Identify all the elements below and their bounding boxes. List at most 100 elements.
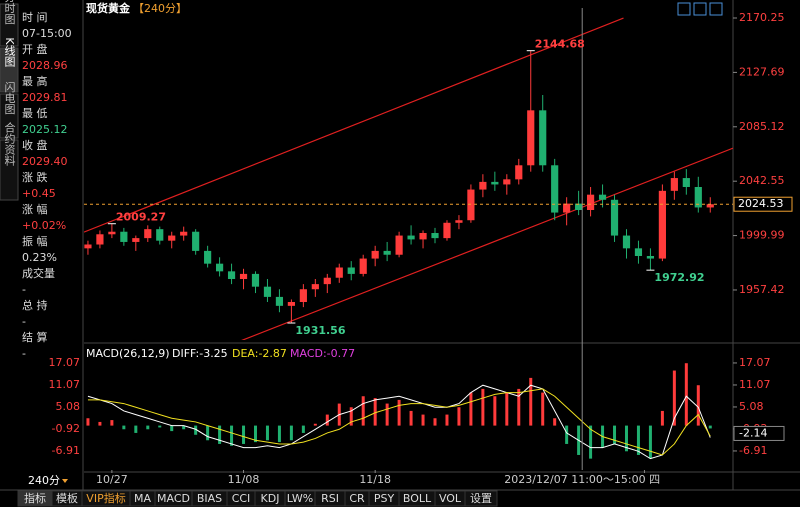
crosshair-label-bg (502, 473, 663, 488)
period-selector[interactable]: 240分 (28, 474, 60, 487)
side-tab[interactable] (0, 3, 19, 47)
candle-body (168, 235, 176, 241)
candle-body (263, 286, 272, 297)
macd-y-tick-label: 17.07 (739, 356, 771, 369)
macd-bar (373, 398, 377, 426)
macd-bar (230, 425, 234, 446)
macd-y-tick-label-left: 5.08 (56, 400, 81, 413)
side-tab[interactable] (0, 139, 19, 201)
side-tab-label[interactable]: K线图 (3, 37, 16, 67)
candle-body (335, 267, 343, 278)
candle-body (108, 231, 116, 235)
macd-bar (708, 425, 712, 429)
candle-body (646, 256, 655, 259)
side-tab-label[interactable]: 分时图 (3, 0, 16, 25)
toolbar-icons[interactable] (677, 2, 723, 16)
macd-y-tick-label-left: 17.07 (49, 356, 81, 369)
macd-bar (253, 425, 257, 443)
macd-bar (218, 425, 222, 444)
candle-body (455, 220, 463, 223)
info-value: 2025.12 (22, 123, 68, 136)
candle-body (251, 273, 260, 287)
info-label: 开 盘 (22, 42, 48, 56)
candle-body (395, 235, 403, 255)
candle-body (407, 235, 415, 240)
bottom-tab-label[interactable]: MACD (157, 492, 190, 505)
bottom-tab-label[interactable]: CCI (232, 492, 251, 505)
candle-body (239, 273, 248, 280)
bottom-tab[interactable] (464, 490, 498, 507)
icon[interactable] (709, 2, 723, 16)
candle-body (479, 181, 487, 190)
bottom-tab-label[interactable]: 指标 (24, 491, 46, 505)
candle-body (610, 199, 619, 236)
candle-body (491, 181, 499, 185)
dropdown-arrow[interactable] (62, 479, 68, 483)
info-value: 2028.96 (22, 59, 68, 72)
info-label: 结 算 (22, 330, 48, 344)
candle-body (383, 250, 391, 255)
bottom-tab-label[interactable]: BIAS (197, 492, 222, 505)
macd-bar (397, 399, 401, 426)
side-tab[interactable] (0, 93, 19, 139)
info-value: - (22, 347, 26, 360)
side-tab-label[interactable]: 闪电图 (3, 80, 16, 115)
macd-y-tick-label: 11.07 (739, 378, 771, 391)
bottom-tab-label[interactable]: MA (134, 492, 151, 505)
macd-bar (242, 425, 246, 444)
macd-bar (385, 403, 389, 426)
macd-bar (660, 410, 664, 426)
candle-body (563, 203, 571, 213)
macd-bar (313, 423, 317, 426)
bottom-tab-label[interactable]: LW% (287, 492, 313, 505)
candle-body (180, 231, 188, 236)
macd-bar (517, 388, 521, 426)
candle-body (156, 229, 164, 241)
side-tab[interactable] (0, 47, 19, 93)
macd-bar (301, 425, 305, 433)
bottom-tab-label[interactable]: CR (349, 492, 365, 505)
bottom-tab-label[interactable]: 模板 (56, 491, 78, 505)
trendline (84, 17, 624, 233)
icon[interactable] (677, 2, 691, 16)
y-tick-label: 2170.25 (739, 11, 785, 24)
candle-body (431, 233, 439, 239)
info-value: - (22, 315, 26, 328)
macd-bar (481, 388, 485, 426)
info-value: 2029.40 (22, 155, 68, 168)
bottom-tab-label[interactable]: PSY (374, 492, 395, 505)
info-value: +0.45 (22, 187, 56, 200)
bottom-tab-label[interactable]: RSI (321, 492, 339, 505)
candle-body (586, 194, 595, 211)
bottom-tab-label[interactable]: BOLL (403, 492, 432, 505)
macd-bar (349, 407, 353, 426)
bottom-tab-label[interactable]: VIP指标 (86, 491, 125, 505)
trendline (241, 147, 733, 340)
candle-body (371, 250, 379, 259)
candle-body (527, 110, 535, 166)
bottom-tab-label[interactable]: KDJ (261, 492, 280, 505)
macd-plot (86, 363, 712, 460)
candle-body (622, 235, 631, 249)
macd-bar (613, 425, 617, 444)
icon[interactable] (693, 2, 707, 16)
macd-bar (325, 414, 329, 426)
macd-dea: DEA:-2.87 (232, 347, 287, 360)
macd-bar (624, 425, 628, 452)
info-label: 总 持 (22, 298, 48, 312)
info-value: 2029.81 (22, 91, 68, 104)
side-tab-label[interactable]: 合约资料 (3, 121, 16, 167)
macd-line (87, 384, 711, 460)
candle-body (311, 284, 319, 290)
bottom-tab-label[interactable]: VOL (439, 492, 462, 505)
macd-bar (433, 418, 437, 426)
macd-bar (170, 425, 174, 432)
candle-body (132, 238, 140, 242)
candle-body (216, 263, 224, 272)
macd-diff: DIFF:-3.25 (172, 347, 228, 360)
info-value: 07-15:00 (22, 27, 72, 40)
bottom-tab-label[interactable]: 设置 (470, 492, 492, 505)
macd-bar (636, 425, 640, 455)
macd-bar (277, 425, 281, 443)
